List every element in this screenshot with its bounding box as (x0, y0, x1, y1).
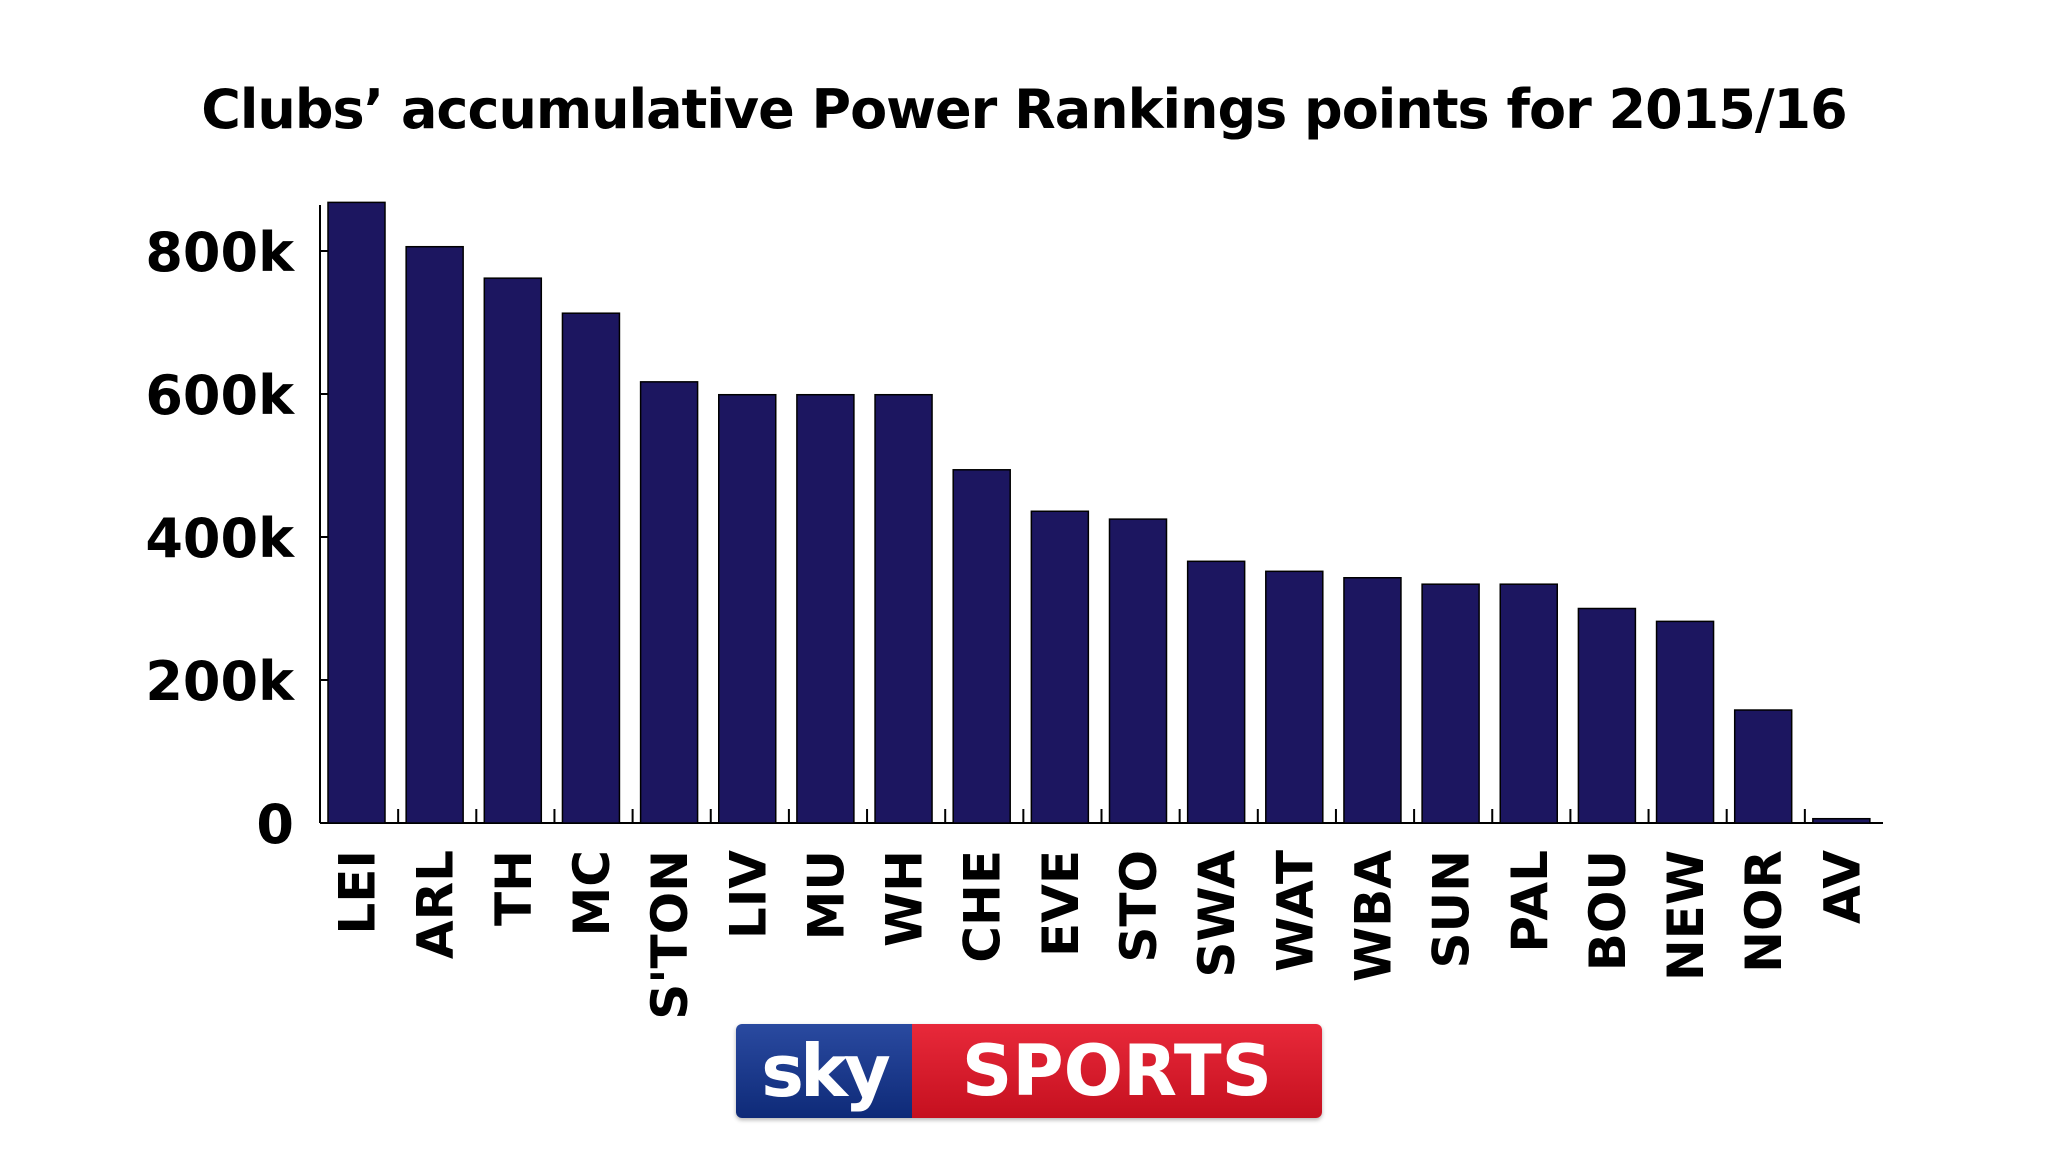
x-tick-label: AV (1813, 850, 1871, 924)
bar (1812, 817, 1871, 824)
bar (718, 393, 777, 824)
bar (327, 201, 386, 824)
x-tick-label: WAT (1266, 850, 1324, 972)
bar (796, 393, 855, 824)
bar (1343, 577, 1402, 824)
y-tick-label: 400k (145, 507, 295, 570)
logo-sky: sky (736, 1024, 912, 1118)
x-tick-label: PAL (1501, 850, 1559, 953)
x-tick-label: SWA (1188, 850, 1246, 978)
bar (1186, 560, 1246, 824)
x-tick-label: BOU (1579, 850, 1637, 971)
y-tick-label: 600k (145, 364, 295, 427)
bar (1655, 620, 1715, 824)
bar (639, 381, 699, 824)
x-tick-label: S'TON (641, 850, 699, 1020)
chart-title: Clubs’ accumulative Power Rankings point… (201, 78, 1847, 141)
y-tick-label: 0 (256, 793, 294, 856)
x-tick-label: CHE (954, 850, 1012, 963)
y-tick-label: 200k (145, 650, 295, 713)
sky-sports-logo: sky SPORTS (736, 1024, 1322, 1118)
x-tick-label: SUN (1423, 850, 1481, 968)
bar (483, 277, 543, 824)
bar (405, 245, 464, 824)
x-tick-label: TH (485, 850, 543, 926)
y-tick-label: 800k (145, 221, 295, 284)
x-tick-label: LEI (329, 850, 387, 935)
x-tick-label: NEW (1657, 850, 1715, 981)
x-tick-label: STO (1110, 850, 1168, 963)
x-tick-label: NOR (1735, 850, 1793, 973)
bar (1108, 518, 1168, 824)
bar (1421, 583, 1480, 824)
x-tick-label: LIV (719, 850, 777, 939)
bar (561, 312, 621, 824)
bar (1733, 709, 1793, 824)
bar (1499, 583, 1558, 824)
x-tick-label: ARL (407, 850, 465, 959)
logo-sports: SPORTS (912, 1024, 1322, 1118)
bar (1265, 570, 1324, 824)
bar (952, 469, 1011, 824)
x-tick-label: MC (563, 850, 621, 936)
bar (1577, 607, 1637, 824)
bar (874, 393, 933, 824)
x-tick-label: MU (797, 850, 855, 940)
x-tick-label: EVE (1032, 850, 1090, 957)
bar (1030, 510, 1090, 824)
x-tick-label: WH (876, 850, 934, 947)
x-tick-label: WBA (1344, 850, 1402, 982)
